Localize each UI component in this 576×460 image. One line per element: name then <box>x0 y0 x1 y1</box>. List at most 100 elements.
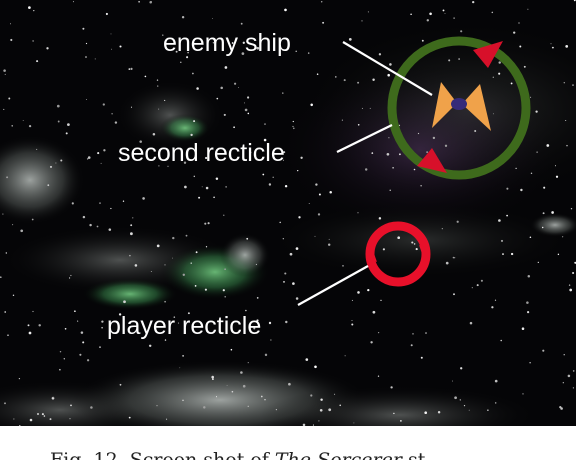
nebula-clouds <box>0 15 576 426</box>
star <box>400 420 402 422</box>
star <box>184 185 187 189</box>
star <box>150 270 152 272</box>
star <box>10 38 13 42</box>
star <box>563 81 566 84</box>
star <box>526 301 529 304</box>
star <box>20 229 24 233</box>
star <box>288 382 291 386</box>
star <box>527 274 531 278</box>
star <box>233 126 235 129</box>
star <box>13 418 15 420</box>
star <box>70 404 72 407</box>
star <box>242 384 246 388</box>
star <box>4 73 6 75</box>
star <box>536 151 538 153</box>
star <box>285 320 288 324</box>
star <box>190 262 192 264</box>
star <box>203 406 206 409</box>
star <box>377 375 380 377</box>
star <box>96 225 99 228</box>
star <box>389 189 391 191</box>
star <box>256 297 259 299</box>
star <box>412 333 414 335</box>
star <box>264 353 268 357</box>
star <box>82 341 85 344</box>
star <box>387 73 390 77</box>
star <box>7 334 9 337</box>
star <box>47 184 50 187</box>
star <box>393 412 395 415</box>
star <box>320 1 323 3</box>
star <box>426 19 429 22</box>
second-recticle-leader-line <box>336 124 393 153</box>
star <box>164 339 167 341</box>
star <box>353 422 355 424</box>
star <box>498 72 501 75</box>
star <box>49 418 52 421</box>
star <box>388 137 390 139</box>
star <box>272 176 274 179</box>
star <box>28 124 32 128</box>
star <box>292 282 295 285</box>
enemy-ship-icon <box>432 82 491 131</box>
star <box>247 405 249 407</box>
star <box>319 408 323 412</box>
star <box>297 169 299 172</box>
star <box>183 161 187 164</box>
star <box>357 81 360 84</box>
star <box>527 8 529 10</box>
star <box>342 265 344 267</box>
star <box>3 108 5 110</box>
star <box>445 261 449 265</box>
star <box>268 183 272 186</box>
star <box>224 268 226 270</box>
star <box>328 238 330 240</box>
star <box>378 217 382 220</box>
star <box>63 358 65 360</box>
star <box>411 241 414 244</box>
star <box>550 43 552 45</box>
star <box>207 222 210 225</box>
star <box>487 409 489 411</box>
star <box>494 402 497 404</box>
star <box>295 50 297 53</box>
star <box>119 383 122 386</box>
star <box>82 27 85 30</box>
star <box>85 42 88 45</box>
star <box>247 362 249 364</box>
star <box>119 45 122 48</box>
star <box>568 284 571 286</box>
star <box>284 8 287 12</box>
star <box>238 86 240 88</box>
star <box>70 274 72 277</box>
star <box>245 309 247 312</box>
star <box>111 48 113 50</box>
star <box>223 113 226 116</box>
star <box>307 52 310 54</box>
star <box>551 211 554 214</box>
star <box>52 396 54 399</box>
star <box>86 158 89 160</box>
star <box>399 153 401 156</box>
star <box>510 252 514 256</box>
star <box>247 96 250 99</box>
star <box>341 119 343 121</box>
star <box>148 344 152 348</box>
star <box>64 327 67 330</box>
star <box>364 168 368 171</box>
star <box>295 247 299 250</box>
star <box>498 61 501 64</box>
star <box>190 133 193 137</box>
star <box>253 327 256 330</box>
star <box>565 45 569 48</box>
star <box>205 246 208 248</box>
star <box>243 102 245 104</box>
star <box>515 167 517 170</box>
star <box>459 399 461 401</box>
star <box>247 112 250 115</box>
star <box>429 12 432 16</box>
star <box>185 234 188 237</box>
star <box>292 125 294 128</box>
star <box>4 402 6 405</box>
star <box>215 396 218 398</box>
